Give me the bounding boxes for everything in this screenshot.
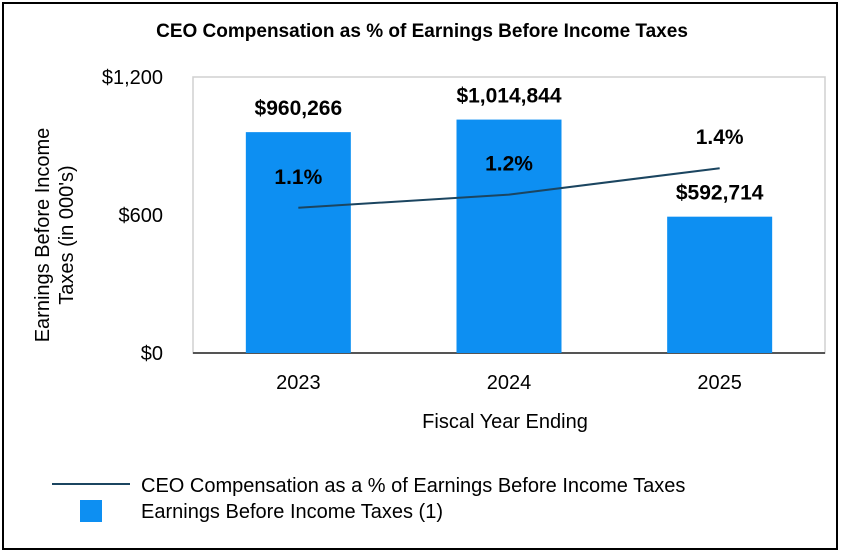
x-tick-label: 2025 (697, 372, 742, 394)
bar (667, 216, 773, 353)
y-tick-labels: $0 $600 $1,200 (102, 67, 163, 365)
legend-bar-label: Earnings Before Income Taxes (1) (141, 501, 443, 523)
bar-data-label: $960,266 (255, 97, 343, 120)
x-tick-label: 2024 (487, 372, 532, 394)
legend: CEO Compensation as a % of Earnings Befo… (52, 475, 685, 523)
y-axis-title-line1: Earnings Before Income (32, 128, 54, 343)
legend-bar-swatch (80, 500, 102, 522)
legend-line-label: CEO Compensation as a % of Earnings Befo… (141, 475, 685, 497)
y-tick-label: $600 (119, 205, 164, 227)
bar-series (245, 119, 773, 353)
chart-title: CEO Compensation as % of Earnings Before… (156, 21, 688, 42)
bar (456, 119, 562, 353)
y-tick-label: $0 (141, 343, 163, 365)
y-axis-title-line2: Taxes (in 000's) (56, 165, 78, 304)
x-axis-title: Fiscal Year Ending (422, 411, 588, 433)
bar-data-label: $1,014,844 (456, 85, 561, 108)
bar-data-labels: $960,266 $1,014,844 $592,714 (255, 85, 764, 205)
line-data-label: 1.1% (274, 166, 322, 189)
line-data-label: 1.4% (696, 126, 744, 149)
line-data-labels: 1.1% 1.2% 1.4% (274, 126, 744, 189)
line-data-label: 1.2% (485, 153, 533, 176)
bar (245, 132, 351, 353)
line-series (298, 167, 720, 209)
y-tick-label: $1,200 (102, 67, 163, 89)
y-axis-title: Earnings Before Income Taxes (in 000's) (32, 128, 78, 343)
bar-data-label: $592,714 (676, 182, 764, 205)
x-tick-label: 2023 (276, 372, 321, 394)
x-tick-labels: 2023 2024 2025 (276, 372, 742, 394)
